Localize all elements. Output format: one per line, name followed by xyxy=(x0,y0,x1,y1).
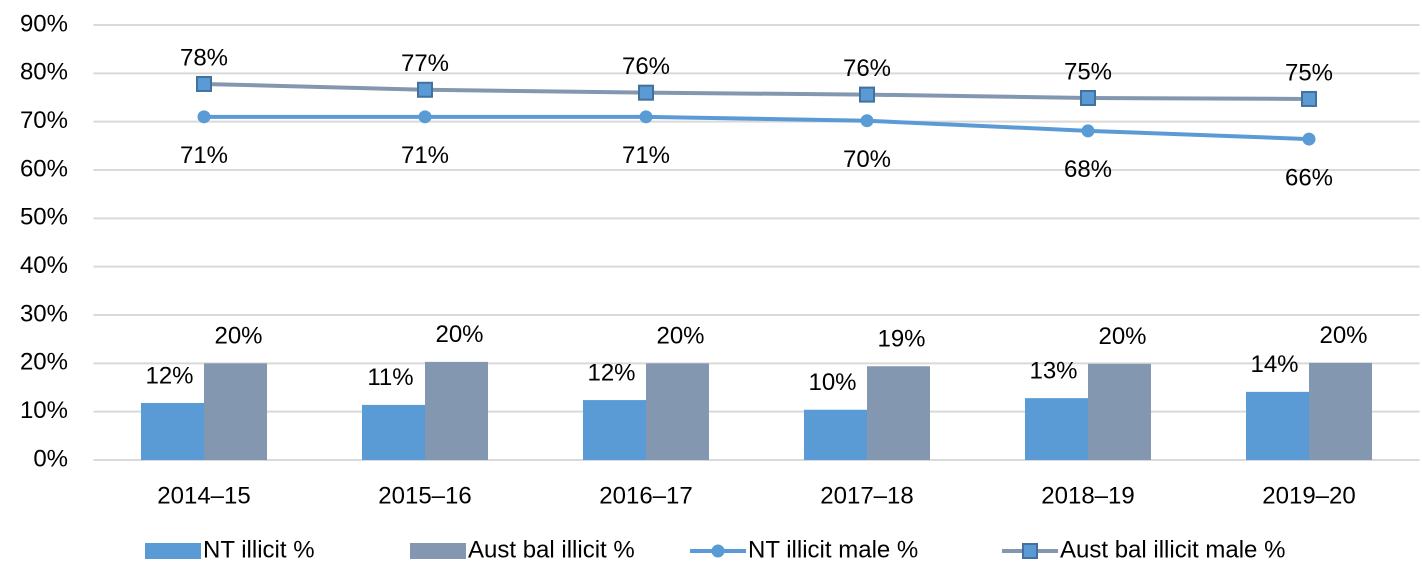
data-label: 20% xyxy=(435,321,483,348)
marker xyxy=(639,110,653,124)
data-label: 20% xyxy=(214,323,262,350)
data-label: 68% xyxy=(1064,156,1112,183)
y-tick-label: 0% xyxy=(33,445,68,472)
line xyxy=(203,81,1310,101)
x-tick-label: 2014–15 xyxy=(157,482,250,509)
marker xyxy=(1080,89,1096,106)
data-label: 11% xyxy=(367,364,413,391)
marker xyxy=(196,75,212,92)
data-label: 71% xyxy=(401,142,449,169)
data-label: 12% xyxy=(587,359,635,386)
y-tick-label: 10% xyxy=(20,397,68,424)
legend-label: Aust bal illicit male % xyxy=(1060,536,1285,563)
x-tick-label: 2017–18 xyxy=(820,482,913,509)
bar xyxy=(1246,391,1309,460)
bar xyxy=(141,402,204,460)
marker xyxy=(1301,90,1317,107)
y-tick-label: 20% xyxy=(20,349,68,376)
bar xyxy=(646,363,709,460)
legend-swatch xyxy=(410,543,466,559)
data-label: 12% xyxy=(145,362,193,389)
legend-swatch xyxy=(145,543,201,559)
marker xyxy=(860,114,874,128)
bar xyxy=(204,363,267,460)
data-label: 70% xyxy=(843,146,891,173)
bar xyxy=(804,409,867,460)
data-label: 14% xyxy=(1250,351,1298,378)
data-label: 20% xyxy=(1098,323,1146,350)
data-label: 71% xyxy=(180,142,228,169)
data-label: 76% xyxy=(622,53,670,80)
data-label: 75% xyxy=(1285,59,1333,86)
marker xyxy=(417,81,433,98)
x-tick-label: 2016–17 xyxy=(599,482,692,509)
y-tick-label: 80% xyxy=(20,59,68,86)
bar xyxy=(867,366,930,460)
line xyxy=(204,114,1310,142)
data-label: 78% xyxy=(180,44,228,71)
x-tick-label: 2015–16 xyxy=(378,482,471,509)
data-label: 75% xyxy=(1064,58,1112,85)
y-tick-label: 30% xyxy=(20,300,68,327)
y-tick-label: 40% xyxy=(20,252,68,279)
y-tick-label: 50% xyxy=(20,204,68,231)
y-tick-label: 90% xyxy=(20,10,68,37)
data-label: 19% xyxy=(877,326,925,353)
bar xyxy=(1088,363,1151,460)
data-label: 77% xyxy=(401,50,449,77)
marker xyxy=(638,84,654,101)
bar xyxy=(583,400,646,460)
bar xyxy=(362,404,425,460)
legend-marker xyxy=(1022,543,1038,559)
x-tick-label: 2019–20 xyxy=(1262,482,1355,509)
y-tick-label: 60% xyxy=(20,155,68,182)
y-tick-label: 70% xyxy=(20,107,68,134)
legend-label: NT illicit % xyxy=(203,536,315,563)
legend-label: NT illicit male % xyxy=(748,536,918,563)
bar xyxy=(1309,362,1372,460)
data-label: 71% xyxy=(622,142,670,169)
data-label: 66% xyxy=(1285,164,1333,191)
legend-label: Aust bal illicit % xyxy=(468,536,635,563)
data-label: 20% xyxy=(1319,322,1367,349)
marker xyxy=(1081,124,1095,138)
marker xyxy=(418,110,432,124)
data-label: 76% xyxy=(843,55,891,82)
data-label: 20% xyxy=(656,323,704,350)
data-label: 13% xyxy=(1029,357,1077,384)
marker xyxy=(859,86,875,103)
data-label: 10% xyxy=(808,369,856,396)
marker xyxy=(197,110,211,124)
marker xyxy=(1302,132,1316,146)
bar xyxy=(1025,398,1088,460)
bar xyxy=(425,361,488,460)
legend-marker xyxy=(711,544,725,558)
x-tick-label: 2018–19 xyxy=(1041,482,1134,509)
